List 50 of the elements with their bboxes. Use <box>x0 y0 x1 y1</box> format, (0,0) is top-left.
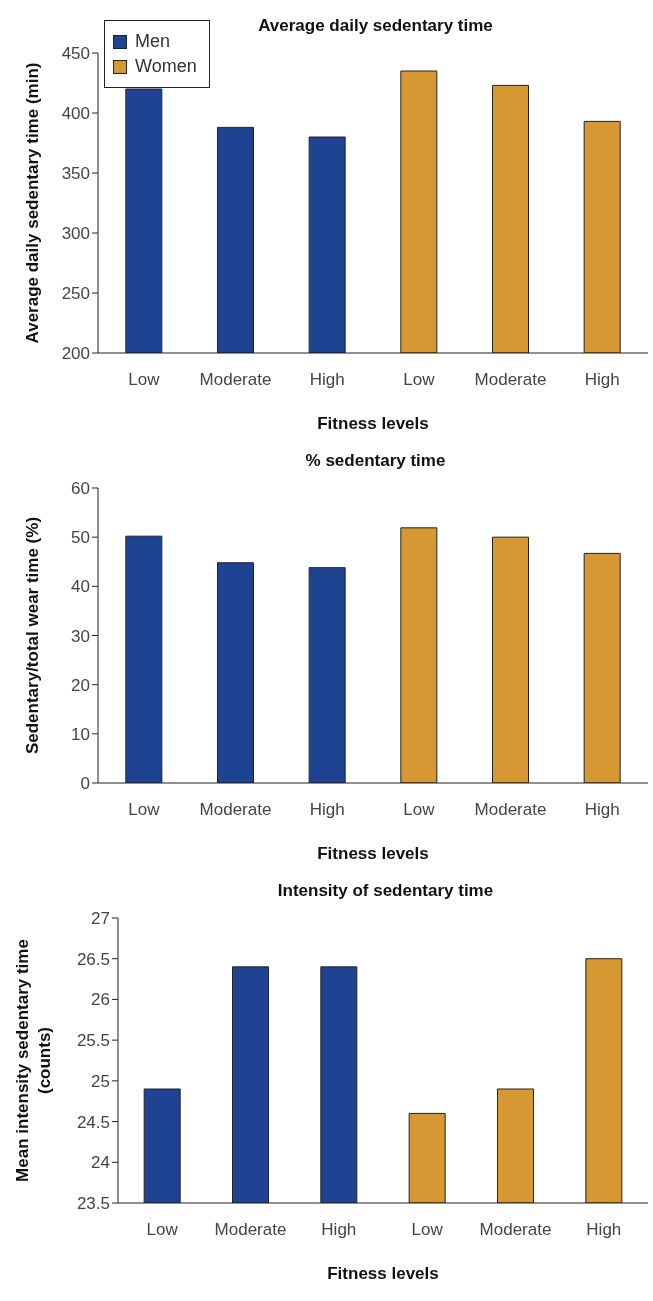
x-tick-label: Moderate <box>479 1220 552 1240</box>
x-tick-label: Low <box>411 1220 444 1240</box>
y-tick-label: 25 <box>91 1071 110 1091</box>
y-tick-label: 26 <box>91 990 110 1010</box>
y-tick-label: 300 <box>61 224 90 244</box>
legend-label: Men <box>135 31 171 52</box>
chart-title: Average daily sedentary time <box>258 16 493 35</box>
x-tick-label: Low <box>128 370 161 390</box>
x-tick-label: High <box>586 1220 622 1240</box>
y-tick-label: 27 <box>91 909 110 929</box>
y-tick-label: 450 <box>61 44 90 64</box>
y-tick-label: 24 <box>91 1153 110 1173</box>
chart-title: Intensity of sedentary time <box>276 881 495 901</box>
x-tick-label: Low <box>403 800 436 820</box>
y-tick-label: 60 <box>71 479 90 499</box>
x-tick-label: Moderate <box>474 370 547 390</box>
x-tick-label: High <box>321 1220 357 1240</box>
y-tick-label: 26.5 <box>76 949 110 969</box>
x-tick-label: Low <box>403 370 436 390</box>
y-tick-label: 20 <box>71 675 90 695</box>
y-axis-title: Mean intensity sedentary time (counts) <box>13 939 54 1182</box>
x-tick-label: High <box>584 370 620 390</box>
legend-label: Women <box>135 56 197 77</box>
y-tick-label: 10 <box>71 724 90 744</box>
y-axis-title: Average daily sedentary time (min) <box>23 62 42 344</box>
y-tick-label: 50 <box>71 528 90 548</box>
x-tick-label: Low <box>146 1220 179 1240</box>
y-tick-label: 30 <box>71 626 90 646</box>
y-tick-label: 25.5 <box>76 1031 110 1051</box>
x-tick-label: Low <box>128 800 161 820</box>
x-axis-title: Fitness levels <box>317 844 429 863</box>
x-tick-label: High <box>584 800 620 820</box>
y-tick-label: 350 <box>61 164 90 184</box>
y-tick-label: 250 <box>61 284 90 304</box>
y-tick-label: 40 <box>71 577 90 597</box>
y-tick-label: 0 <box>80 774 90 794</box>
x-tick-label: Moderate <box>199 370 272 390</box>
y-tick-label: 24.5 <box>76 1112 110 1132</box>
x-axis-title: Fitness levels <box>327 1264 439 1283</box>
x-tick-label: Moderate <box>199 800 272 820</box>
x-tick-label: High <box>309 370 345 390</box>
y-tick-label: 200 <box>61 344 90 364</box>
x-tick-label: Moderate <box>474 800 547 820</box>
y-tick-label: 23.5 <box>76 1194 110 1214</box>
y-tick-label: 400 <box>61 104 90 124</box>
chart-title: % sedentary time <box>304 451 447 471</box>
x-tick-label: Moderate <box>214 1220 287 1240</box>
x-tick-label: High <box>309 800 345 820</box>
x-axis-title: Fitness levels <box>317 414 429 433</box>
y-axis-title: Sedentary/total wear time (%) <box>23 516 42 755</box>
